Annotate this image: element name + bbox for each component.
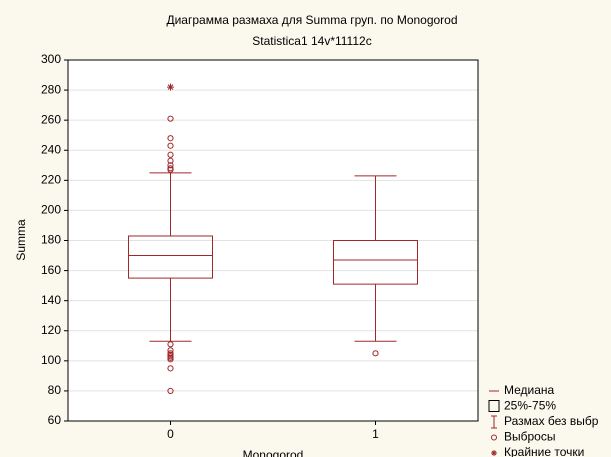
x-axis-label: Monogorod [243,448,304,457]
outlier [167,151,174,158]
legend-symbol [491,450,497,456]
y-tick-label: 60 [48,413,62,427]
y-tick-label: 80 [48,383,62,397]
legend-symbol [491,434,497,441]
y-tick-label: 180 [41,233,61,247]
y-axis-label: Summa [14,219,28,261]
y-tick-label: 160 [41,263,61,277]
box [333,240,418,285]
outlier [167,115,174,122]
legend-label: Выбросы [504,430,555,444]
extreme [167,83,174,91]
legend-label: Крайние точки [504,445,584,457]
chart-subtitle: Statistica1 14v*11112c [252,34,371,48]
outlier [167,341,174,348]
outlier [167,356,174,363]
y-tick-label: 200 [41,203,61,217]
plot-frame [67,59,479,422]
outlier [167,166,174,173]
legend-label: Медиана [504,383,555,397]
y-tick-label: 240 [41,142,61,156]
legend-symbol [491,415,497,429]
outlier [167,365,174,372]
chart-title: Диаграмма размаха для Summa груп. по Mon… [166,13,457,27]
y-tick-label: 100 [41,353,61,367]
legend-label: Размах без выбр [504,414,599,428]
box [128,235,213,279]
y-tick-label: 220 [41,173,61,187]
x-tick-label: 0 [167,427,174,441]
outlier [167,162,174,169]
outlier [167,387,174,395]
outlier [167,157,174,164]
legend-label: 25%-75% [504,399,556,413]
y-tick-label: 260 [41,112,61,126]
outlier [167,135,174,142]
y-tick-label: 140 [41,293,61,307]
outlier [167,347,174,354]
legend-symbol [488,400,500,412]
y-tick-label: 280 [41,82,61,96]
x-tick-label: 1 [372,427,379,441]
y-tick-label: 120 [41,323,61,337]
outlier [372,350,379,357]
y-tick-label: 300 [41,52,61,66]
outlier [167,142,174,149]
